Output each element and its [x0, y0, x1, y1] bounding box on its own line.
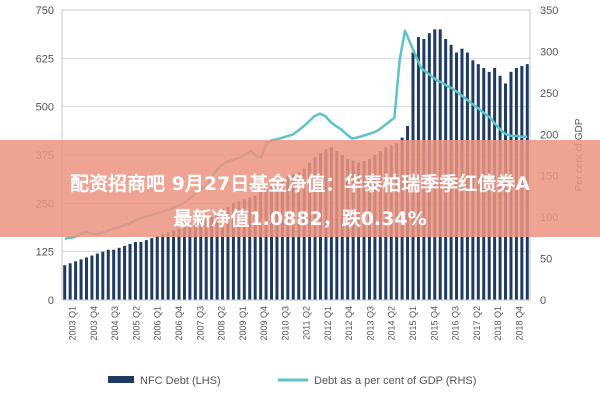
- x-tick-label: 2003 Q1: [68, 306, 78, 341]
- bar: [221, 209, 225, 300]
- bar: [242, 199, 246, 300]
- bar: [128, 243, 132, 300]
- y-left-tick-label: 0: [48, 295, 54, 307]
- y-left-tick-label: 750: [36, 5, 54, 17]
- bar: [193, 222, 197, 300]
- bar: [177, 228, 181, 300]
- x-tick-label: 2018 Q1: [493, 306, 503, 341]
- y-right-tick-label: 350: [540, 5, 558, 17]
- y-right-tick-label: 50: [540, 254, 552, 266]
- y-right-tick-label: 0: [540, 295, 546, 307]
- bar: [226, 207, 230, 300]
- bar: [275, 182, 279, 300]
- legend-label-line: Debt as a per cent of GDP (RHS): [314, 375, 476, 387]
- legend: NFC Debt (LHS) Debt as a per cent of GDP …: [108, 375, 476, 387]
- bar: [259, 191, 263, 300]
- x-tick-label: 2009 Q4: [259, 306, 269, 341]
- bar: [79, 259, 83, 300]
- bar: [237, 201, 241, 300]
- bar: [215, 213, 219, 300]
- bar: [95, 253, 99, 300]
- bar: [144, 240, 148, 300]
- x-tick-label: 2004 Q3: [110, 306, 120, 341]
- bar: [139, 242, 143, 300]
- bar: [182, 226, 186, 300]
- bar: [264, 187, 268, 300]
- overlay-headline: 配资招商吧 9月27日基金净值：华泰柏瑞季季红债券A: [70, 173, 530, 195]
- y-left-tick-label: 625: [36, 53, 54, 65]
- x-tick-label: 2015 Q4: [429, 306, 439, 341]
- bar: [286, 176, 290, 300]
- bar: [291, 174, 295, 300]
- bar: [90, 255, 94, 300]
- x-tick-label: 2011 Q2: [302, 306, 312, 340]
- x-tick-label: 2010 Q3: [280, 306, 290, 341]
- x-tick-label: 2016 Q3: [451, 306, 461, 341]
- bar: [253, 195, 257, 300]
- y-right-tick-label: 250: [540, 88, 558, 100]
- overlay-subheadline: 最新净值1.0882，跌0.34%: [173, 208, 427, 230]
- x-tick-label: 2009 Q1: [238, 306, 248, 341]
- x-tick-label: 2006 Q4: [174, 306, 184, 341]
- bar: [210, 216, 214, 300]
- x-tick-label: 2006 Q1: [153, 306, 163, 341]
- bar: [155, 236, 159, 300]
- bar: [123, 245, 127, 300]
- bar: [248, 197, 252, 300]
- bar: [63, 265, 67, 300]
- x-tick-label: 2008 Q2: [217, 306, 227, 341]
- bar: [117, 247, 121, 300]
- bar: [101, 251, 105, 300]
- y-right-tick-label: 300: [540, 46, 558, 58]
- bar: [68, 263, 72, 300]
- legend-swatch-bar: [108, 376, 134, 383]
- x-tick-label: 2015 Q1: [408, 306, 418, 341]
- bar: [199, 220, 203, 300]
- bar: [280, 180, 284, 300]
- legend-label-bar: NFC Debt (LHS): [140, 375, 221, 387]
- bar: [166, 232, 170, 300]
- x-tick-label: 2012 Q4: [344, 306, 354, 341]
- y-left-tick-label: 125: [36, 247, 54, 259]
- y-left-tick-label: 500: [36, 102, 54, 114]
- overlay-banner: [0, 140, 600, 237]
- x-tick-label: 2017 Q2: [472, 306, 482, 341]
- bar: [133, 242, 137, 300]
- x-tick-label: 2003 Q4: [89, 306, 99, 341]
- bar: [204, 218, 208, 300]
- bar: [172, 230, 176, 300]
- x-tick-label: 2012 Q1: [323, 306, 333, 341]
- bar: [150, 238, 154, 300]
- x-tick-label: 2005 Q2: [132, 306, 142, 341]
- x-tick-label: 2013 Q3: [366, 306, 376, 341]
- bar: [161, 234, 165, 300]
- bar: [188, 224, 192, 300]
- y-right-tick-label: 200: [540, 129, 558, 141]
- bar: [74, 261, 78, 300]
- bar: [106, 249, 110, 300]
- x-tick-label: 2018 Q4: [514, 306, 524, 341]
- x-tick-label: 2014 Q2: [387, 306, 397, 341]
- bar: [270, 184, 274, 300]
- bar: [112, 249, 116, 300]
- bar: [231, 203, 235, 300]
- bar: [84, 257, 88, 300]
- x-tick-label: 2007 Q3: [195, 306, 205, 341]
